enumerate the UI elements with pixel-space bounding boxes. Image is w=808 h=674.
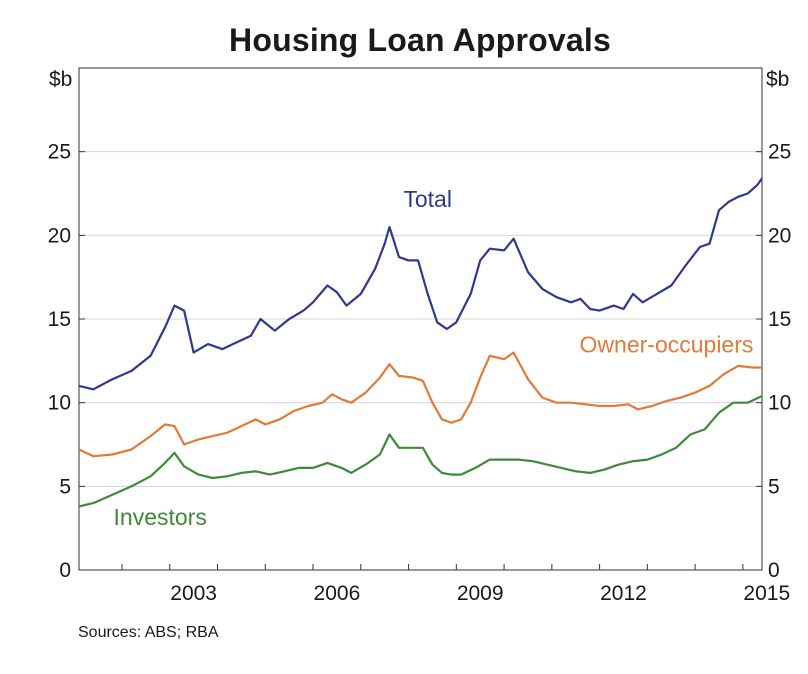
y-tick-label-right: 15: [768, 308, 791, 331]
label-layer: 0 0 5 5 10 10 15 15 20 20 25 25 $b $b 2003 2006 2009 2012…: [48, 68, 792, 605]
x-tick-label: 2015: [743, 582, 790, 605]
y-unit-label-left: $b: [49, 68, 72, 91]
x-tick-label: 2006: [314, 582, 361, 605]
source-note: Sources: ABS; RBA: [78, 624, 219, 641]
y-tick-label-left: 5: [59, 475, 71, 498]
series-label-total: Total: [403, 186, 452, 212]
y-tick-label-left: 20: [48, 224, 71, 247]
y-tick-label-left: 25: [48, 141, 71, 164]
y-tick-label-left: 10: [48, 392, 71, 415]
y-tick-label-right: 20: [768, 224, 791, 247]
y-tick-label-right: 10: [768, 392, 791, 415]
series-label-owner-occupiers: Owner-occupiers: [580, 331, 754, 357]
y-tick-label-right: 0: [768, 559, 780, 582]
y-tick-label-left: 15: [48, 308, 71, 331]
series-line-owner-occupiers: [79, 351, 762, 458]
series-label-investors: Investors: [114, 504, 207, 530]
y-tick-label-right: 5: [768, 475, 780, 498]
x-tick-label: 2009: [457, 582, 504, 605]
tick-layer: [79, 151, 762, 571]
y-tick-label-right: 25: [768, 141, 791, 164]
series-layer: Total Owner-occupiers Investors: [79, 176, 762, 530]
grid-layer: [79, 151, 762, 487]
x-tick-label: 2012: [600, 582, 647, 605]
y-tick-label-left: 0: [59, 559, 71, 582]
x-tick-label: 2003: [170, 582, 217, 605]
series-line-investors: [79, 394, 762, 508]
chart-title: Housing Loan Approvals: [229, 22, 611, 58]
series-line-total: [79, 176, 762, 391]
y-unit-label-right: $b: [766, 68, 789, 91]
